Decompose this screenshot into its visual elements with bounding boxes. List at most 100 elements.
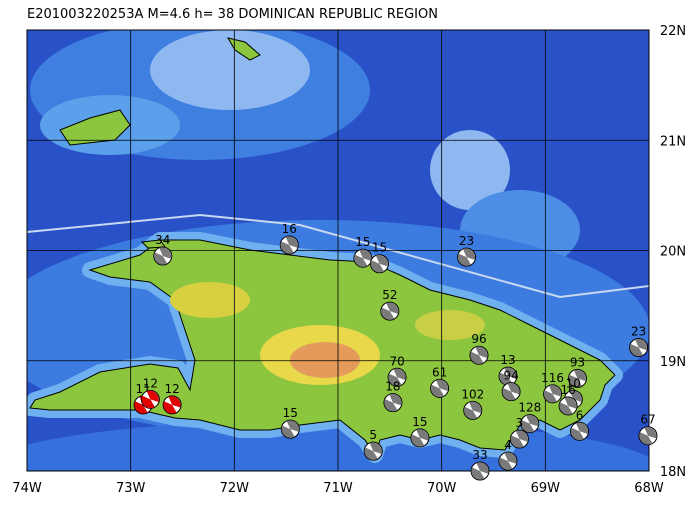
depth-label: 23	[631, 325, 646, 339]
beachball-quadrant	[475, 346, 488, 358]
focal-mechanism: 34	[153, 233, 173, 266]
beachball-quadrant	[462, 248, 475, 260]
beachball-quadrant	[471, 467, 485, 480]
beachball-quadrant	[354, 254, 368, 267]
beachball-quadrant	[548, 385, 561, 397]
beachball-quadrant	[430, 384, 445, 398]
beachball-quadrant	[502, 388, 516, 401]
depth-label: 70	[389, 354, 404, 368]
beachball-quadrant	[476, 462, 489, 474]
focal-mechanism: 16	[279, 222, 299, 255]
focal-mechanism: 12	[162, 382, 182, 415]
focal-mechanism: 116	[541, 371, 564, 404]
depth-label: 52	[382, 288, 397, 302]
depth-label: 15	[372, 241, 387, 255]
focal-mechanism: 16	[558, 383, 578, 416]
lon-label: 73W	[116, 481, 146, 496]
beachball-quadrant	[141, 395, 155, 409]
beachball-quadrant	[629, 343, 644, 357]
lon-label: 70W	[427, 481, 457, 496]
beachball-quadrant	[393, 368, 406, 380]
beachball-quadrant	[384, 399, 398, 412]
lat-label: 19N	[660, 355, 686, 370]
beachball-quadrant	[499, 457, 513, 470]
depth-label: 4	[504, 438, 512, 452]
beachball-quadrant	[163, 401, 177, 414]
beachball-quadrant	[559, 402, 573, 415]
beachball-quadrant	[386, 302, 399, 314]
beachball-quadrant	[159, 247, 172, 259]
focal-mechanism: 15	[353, 235, 373, 268]
depth-label: 3	[516, 416, 524, 430]
depth-label: 61	[432, 365, 447, 379]
beachball-quadrant	[389, 394, 402, 406]
depth-label: 12	[143, 376, 158, 390]
depth-label: 94	[503, 369, 518, 383]
focal-mechanism: 6	[570, 408, 590, 441]
focal-mechanism: 93	[567, 355, 587, 388]
lat-label: 18N	[660, 465, 686, 480]
beachball-quadrant	[388, 373, 402, 386]
depth-label: 67	[640, 413, 655, 427]
beachball-quadrant	[435, 379, 448, 392]
focal-mechanism: 23	[457, 234, 477, 267]
focal-mechanism: 61	[430, 365, 450, 398]
map-frame	[26, 29, 650, 472]
depth-label: 15	[412, 415, 427, 429]
beachball-quadrant	[564, 397, 577, 409]
beachball-quadrant	[504, 367, 517, 379]
beachball-quadrant	[364, 447, 378, 460]
focal-mechanism: 18	[383, 380, 403, 413]
depth-label: 13	[500, 353, 515, 367]
depth-label: 10	[566, 376, 581, 390]
focal-mechanism: 3	[509, 416, 529, 449]
beachball-quadrant	[154, 252, 168, 265]
title: E201003220253A M=4.6 h= 38 DOMINICAN REP…	[27, 7, 438, 22]
beachball-quadrant	[134, 401, 148, 414]
focal-mechanism: 23	[629, 325, 649, 358]
depth-label: 12	[164, 382, 179, 396]
focal-mechanism: 52	[380, 288, 400, 321]
focal-mechanism: 5	[363, 428, 383, 461]
depth-label: 6	[576, 408, 584, 422]
lon-label: 74W	[12, 481, 42, 496]
depth-label: 93	[570, 355, 585, 369]
depth-label: 16	[282, 222, 297, 236]
beachball-quadrant	[146, 390, 159, 403]
beachball-quadrant	[285, 236, 298, 248]
lon-label: 69W	[531, 481, 561, 496]
beachball-quadrant	[507, 383, 520, 395]
beachball-quadrant	[570, 427, 585, 441]
beachball-quadrant	[457, 253, 472, 266]
beachball-quadrant	[411, 434, 425, 447]
focal-mechanism: 94	[501, 369, 521, 402]
depth-label: 116	[541, 371, 564, 385]
beachball-quadrant	[526, 414, 539, 427]
lon-label: 72W	[220, 481, 250, 496]
focal-mechanism: 4	[498, 438, 518, 471]
beachball-quadrant	[280, 241, 294, 254]
depth-label: 15	[283, 406, 298, 420]
beachball-quadrant	[469, 401, 482, 414]
beachball-quadrant	[286, 420, 299, 432]
beachball-quadrant	[504, 452, 517, 464]
beachball-quadrant	[635, 338, 648, 351]
lat-label: 22N	[660, 24, 686, 39]
beachball-quadrant	[168, 396, 181, 408]
beachball-quadrant	[569, 390, 582, 403]
lat-label: 21N	[660, 134, 686, 149]
beachball-quadrant	[568, 374, 582, 388]
depth-label: 102	[461, 387, 484, 401]
depth-label: 18	[385, 380, 400, 394]
beachball-quadrant	[359, 249, 372, 261]
depth-label: 5	[369, 428, 377, 442]
beachball-quadrant	[370, 260, 384, 273]
beachball-quadrant	[281, 425, 295, 438]
beachball-quadrant	[416, 429, 429, 441]
depth-label: 23	[459, 234, 474, 248]
focal-mechanism: 15	[280, 406, 300, 439]
focal-mechanism: 15	[410, 415, 430, 448]
focal-mechanism: 128	[518, 401, 541, 434]
